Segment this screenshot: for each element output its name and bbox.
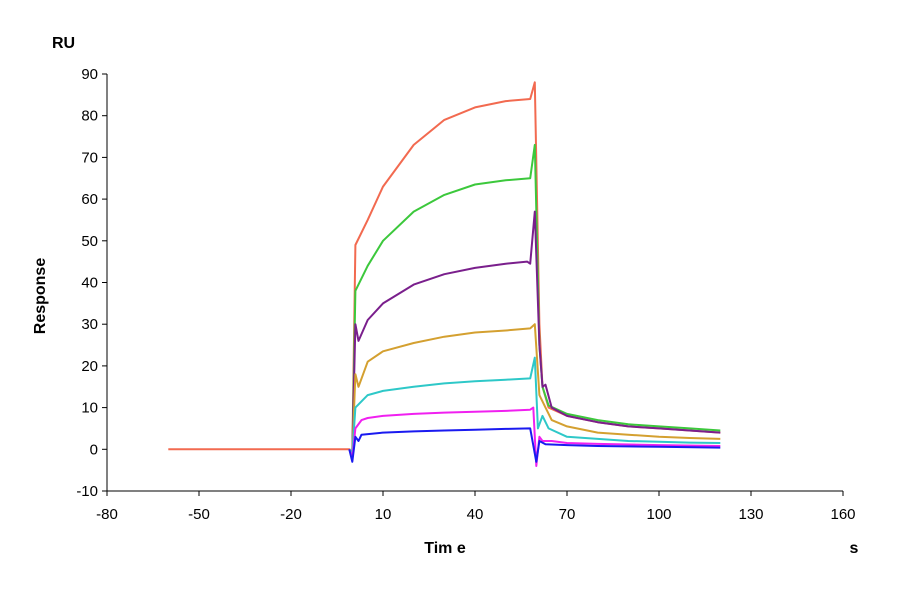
x-unit-label: s: [850, 540, 859, 557]
x-tick-label: -50: [188, 506, 210, 523]
y-tick-label: 80: [81, 108, 98, 125]
y-tick-label: 30: [81, 316, 98, 333]
x-tick-label: 10: [375, 506, 392, 523]
y-tick-label: 0: [90, 441, 98, 458]
series-line-6: [348, 406, 721, 467]
series-line-5: [348, 356, 721, 455]
y-unit-label: RU: [52, 35, 75, 52]
y-tick-label: 50: [81, 233, 98, 250]
y-tick-label: 20: [81, 358, 98, 375]
series-line-2: [348, 143, 721, 455]
y-tick-label: 40: [81, 275, 98, 292]
x-tick-label: 40: [467, 506, 484, 523]
series-line-4: [348, 323, 721, 455]
x-tick-label: -80: [96, 506, 118, 523]
series-line-7: [348, 427, 721, 463]
x-tick-label: 130: [738, 506, 763, 523]
series-line-3: [348, 210, 721, 455]
x-axis-label: Tim e: [424, 540, 466, 557]
y-tick-label: 70: [81, 149, 98, 166]
y-tick-label: 90: [81, 66, 98, 83]
x-tick-label: -20: [280, 506, 302, 523]
y-tick-label: 10: [81, 400, 98, 417]
y-tick-label: 60: [81, 191, 98, 208]
x-tick-label: 70: [559, 506, 576, 523]
y-tick-label: -10: [76, 483, 98, 500]
x-tick-label: 100: [646, 506, 671, 523]
x-tick-label: 160: [830, 506, 855, 523]
y-axis-label: Response: [32, 258, 49, 335]
axes: [106, 74, 843, 492]
series-line-1: [168, 81, 721, 455]
